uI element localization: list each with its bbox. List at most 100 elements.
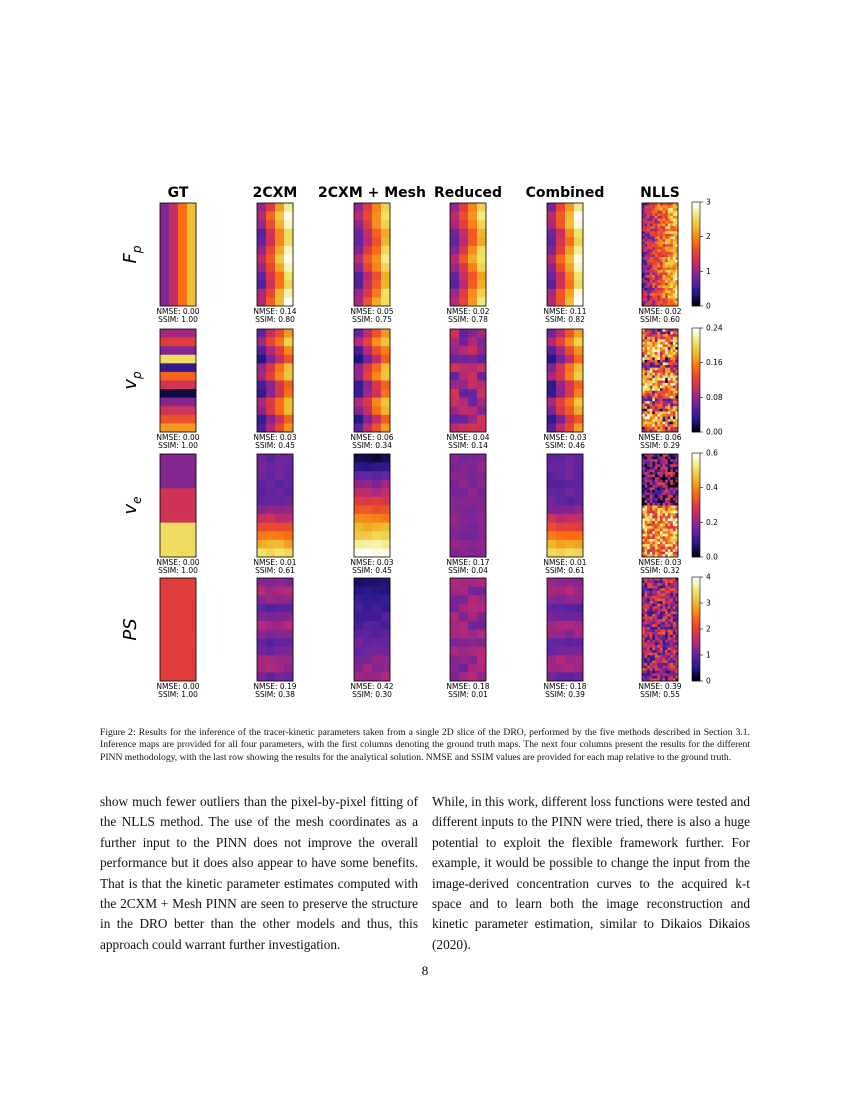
map-pixel — [649, 520, 653, 524]
map-pixel — [649, 515, 653, 519]
map-pixel — [670, 370, 674, 374]
map-pixel — [363, 263, 373, 272]
map-pixel — [565, 288, 575, 298]
map-pixel — [652, 596, 656, 599]
map-pixel — [649, 380, 653, 384]
map-pixel — [644, 614, 648, 617]
map-pixel — [654, 513, 658, 517]
map-pixel — [284, 245, 294, 255]
map-pixel — [660, 541, 663, 545]
map-pixel — [675, 339, 679, 343]
map-pixel — [672, 401, 676, 404]
map-pixel — [660, 208, 663, 212]
map-pixel — [652, 254, 656, 258]
map-pixel — [647, 354, 651, 358]
map-pixel — [363, 548, 373, 558]
map-pixel — [354, 254, 364, 264]
map-pixel — [187, 263, 197, 272]
metric-label: SSIM: 0.45 — [352, 566, 392, 575]
map-pixel — [675, 637, 679, 641]
metric-label: NMSE: 0.02 — [446, 307, 489, 316]
body-right: While, in this work, different loss func… — [432, 794, 750, 952]
map-pixel — [642, 413, 645, 417]
map-pixel — [667, 510, 671, 514]
map-pixel — [672, 454, 676, 457]
map-pixel — [459, 505, 469, 515]
map-pixel — [652, 510, 656, 514]
map-pixel — [652, 502, 656, 506]
map-pixel — [644, 393, 648, 397]
map-pixel — [647, 482, 651, 486]
map-pixel — [642, 588, 645, 592]
map-pixel — [644, 241, 648, 245]
map-pixel — [160, 505, 170, 515]
map-pixel — [654, 398, 658, 402]
map-pixel — [672, 601, 676, 605]
map-pixel — [654, 626, 658, 630]
map-pixel — [675, 344, 679, 348]
column-title: GT — [168, 185, 189, 201]
metric-label: SSIM: 0.04 — [448, 566, 488, 575]
map-pixel — [675, 608, 679, 612]
map-pixel — [574, 220, 584, 230]
map-pixel — [665, 644, 669, 648]
map-frame — [449, 202, 487, 307]
map-pixel — [187, 211, 197, 221]
colorbar-step — [692, 222, 700, 226]
map-pixel — [652, 329, 656, 332]
map-pixel — [654, 293, 658, 296]
map-pixel — [187, 505, 197, 515]
map-pixel — [642, 416, 645, 420]
map-pixel — [363, 539, 373, 549]
map-pixel — [667, 495, 671, 499]
map-pixel — [187, 346, 197, 356]
map-pixel — [667, 523, 671, 527]
map-pixel — [642, 608, 645, 612]
map-pixel — [657, 492, 661, 496]
map-pixel — [372, 228, 382, 238]
map-pixel — [644, 383, 648, 386]
colorbar-step — [692, 673, 700, 677]
map-pixel — [652, 528, 656, 532]
map-pixel — [649, 533, 653, 537]
map-pixel — [672, 406, 676, 410]
metric-label: SSIM: 0.30 — [352, 690, 392, 699]
map-pixel — [665, 502, 669, 506]
colorbar-tick-label: 2 — [706, 625, 711, 634]
map-pixel — [652, 385, 656, 389]
map-pixel — [670, 459, 674, 463]
map-pixel — [667, 531, 671, 535]
map-pixel — [654, 352, 658, 356]
map-pixel — [647, 608, 651, 612]
map-pixel — [547, 514, 557, 523]
map-pixel — [675, 660, 679, 664]
map-pixel — [654, 621, 658, 625]
map-pixel — [670, 383, 674, 386]
colorbar-step — [692, 518, 700, 521]
map-pixel — [477, 629, 487, 639]
map-frame — [546, 328, 584, 433]
map-pixel — [667, 614, 671, 617]
parameter-map — [159, 577, 197, 682]
map-pixel — [660, 215, 663, 219]
map-pixel — [654, 593, 658, 597]
map-pixel — [642, 538, 645, 542]
map-pixel — [667, 508, 671, 511]
map-pixel — [266, 646, 276, 656]
map-pixel — [660, 354, 663, 358]
map-pixel — [642, 208, 645, 212]
map-pixel — [667, 469, 671, 473]
map-pixel — [381, 271, 391, 281]
colorbar-step — [692, 515, 700, 519]
map-pixel — [672, 249, 676, 253]
map-pixel — [574, 595, 584, 605]
map-pixel — [675, 474, 679, 478]
map-pixel — [675, 531, 679, 535]
map-pixel — [662, 385, 666, 389]
map-pixel — [649, 616, 653, 620]
colorbar-step — [692, 390, 700, 394]
map-pixel — [652, 388, 656, 392]
colorbar-step — [692, 466, 700, 469]
map-pixel — [670, 678, 674, 682]
map-pixel — [647, 675, 651, 679]
